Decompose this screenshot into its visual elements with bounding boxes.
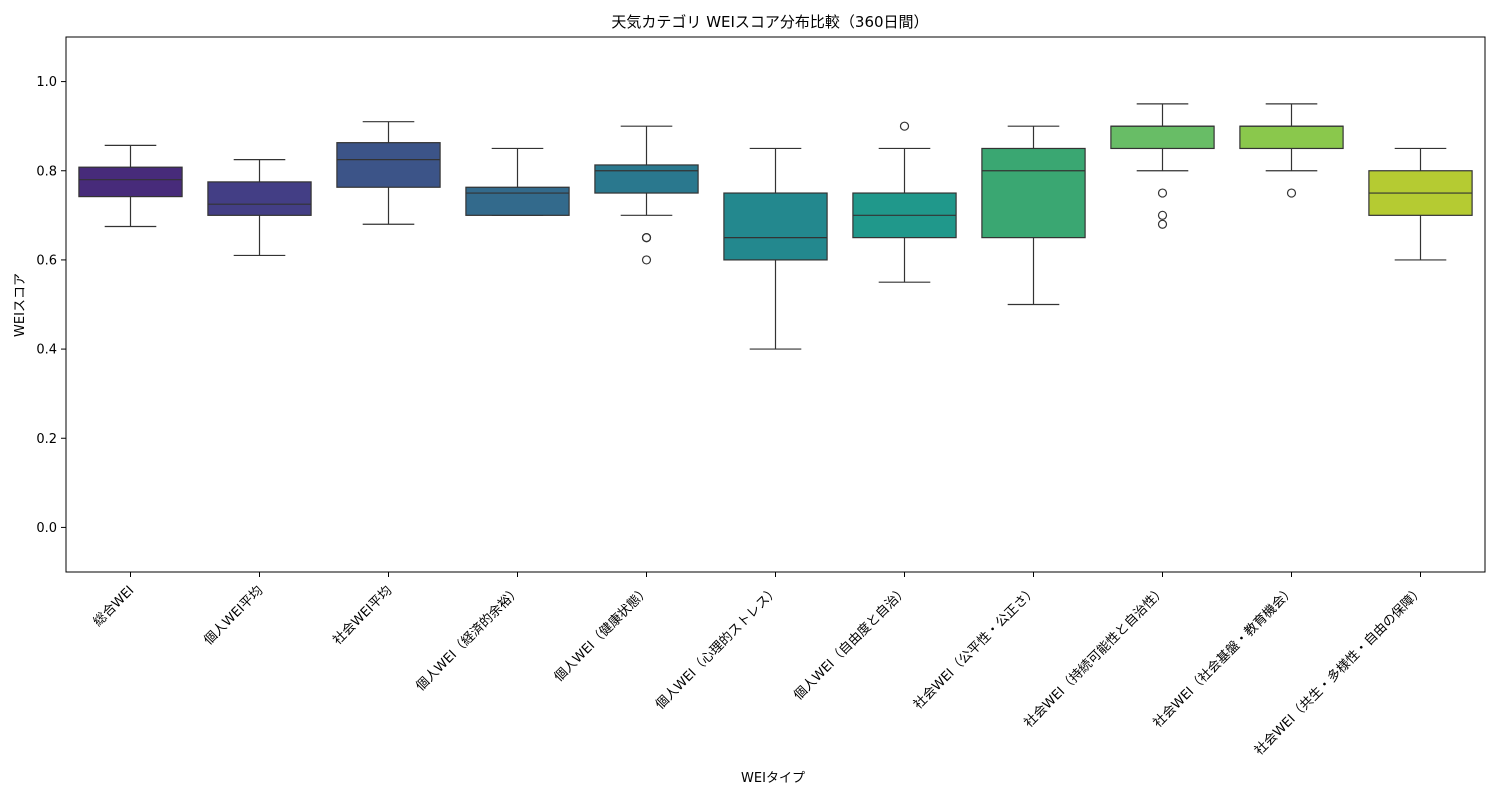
y-tick-label: 0.4: [36, 343, 57, 358]
x-axis-label: WEIタイプ: [741, 771, 805, 786]
box-iqr: [1239, 125, 1344, 150]
box-iqr: [594, 164, 699, 194]
box-iqr: [1110, 125, 1215, 150]
x-tick-label: 個人WEI（心理的ストレス）: [652, 583, 782, 713]
y-tick-label: 0.6: [36, 253, 57, 268]
box-group: [336, 121, 441, 225]
box-iqr: [981, 147, 1086, 239]
x-ticks-layer: 総合WEI 個人WEI平均 社会WEI平均 個人WEI（経済的余裕） 個人WEI（健康状…: [91, 572, 1427, 759]
y-axis-label: WEIスコア: [13, 273, 28, 337]
box-group: [723, 147, 828, 350]
box-iqr: [465, 186, 570, 216]
box-group: [852, 121, 957, 283]
box-group: [594, 125, 699, 265]
box-iqr: [336, 142, 441, 188]
outlier-point: [1157, 219, 1168, 229]
box-group: [465, 147, 570, 216]
box-iqr: [723, 192, 828, 261]
y-tick-label: 0.8: [36, 164, 57, 179]
x-tick-label: 社会WEI（持続可能性と自治性）: [1021, 583, 1169, 731]
outlier-point: [1157, 210, 1168, 220]
outlier-point: [641, 255, 652, 265]
y-tick-label: 1.0: [36, 75, 57, 90]
y-tick-label: 0.2: [36, 432, 57, 447]
x-tick-label: 社会WEI（社会基盤・教育機会）: [1150, 583, 1298, 731]
x-tick-label: 個人WEI平均: [201, 583, 266, 648]
y-tick-label: 0.0: [36, 521, 57, 536]
chart-title: 天気カテゴリ WEIスコア分布比較（360日間）: [611, 13, 928, 31]
outlier-point: [1286, 188, 1297, 198]
box-group: [207, 159, 312, 257]
boxes-layer: [78, 103, 1473, 350]
box-group: [1368, 147, 1473, 261]
outlier-point: [899, 121, 910, 131]
box-group: [981, 125, 1086, 306]
outlier-point: [641, 233, 652, 243]
x-tick-label: 社会WEI（公平性・公正さ）: [910, 583, 1040, 713]
box-iqr: [78, 166, 183, 198]
x-tick-label: 個人WEI（健康状態）: [551, 583, 653, 685]
box-group: [1239, 103, 1344, 198]
x-tick-label: 総合WEI: [91, 583, 138, 630]
x-tick-label: 個人WEI（自由度と自治）: [790, 583, 911, 704]
x-tick-label: 個人WEI（経済的余裕）: [413, 583, 525, 695]
box-group: [1110, 103, 1215, 229]
plot-frame: [65, 36, 1486, 573]
box-group: [78, 144, 183, 228]
outlier-point: [1157, 188, 1168, 198]
box-iqr: [207, 181, 312, 216]
x-tick-label: 社会WEI平均: [330, 583, 396, 649]
y-ticks-layer: 0.0 0.2 0.4 0.6 0.8 1.0: [36, 75, 66, 536]
